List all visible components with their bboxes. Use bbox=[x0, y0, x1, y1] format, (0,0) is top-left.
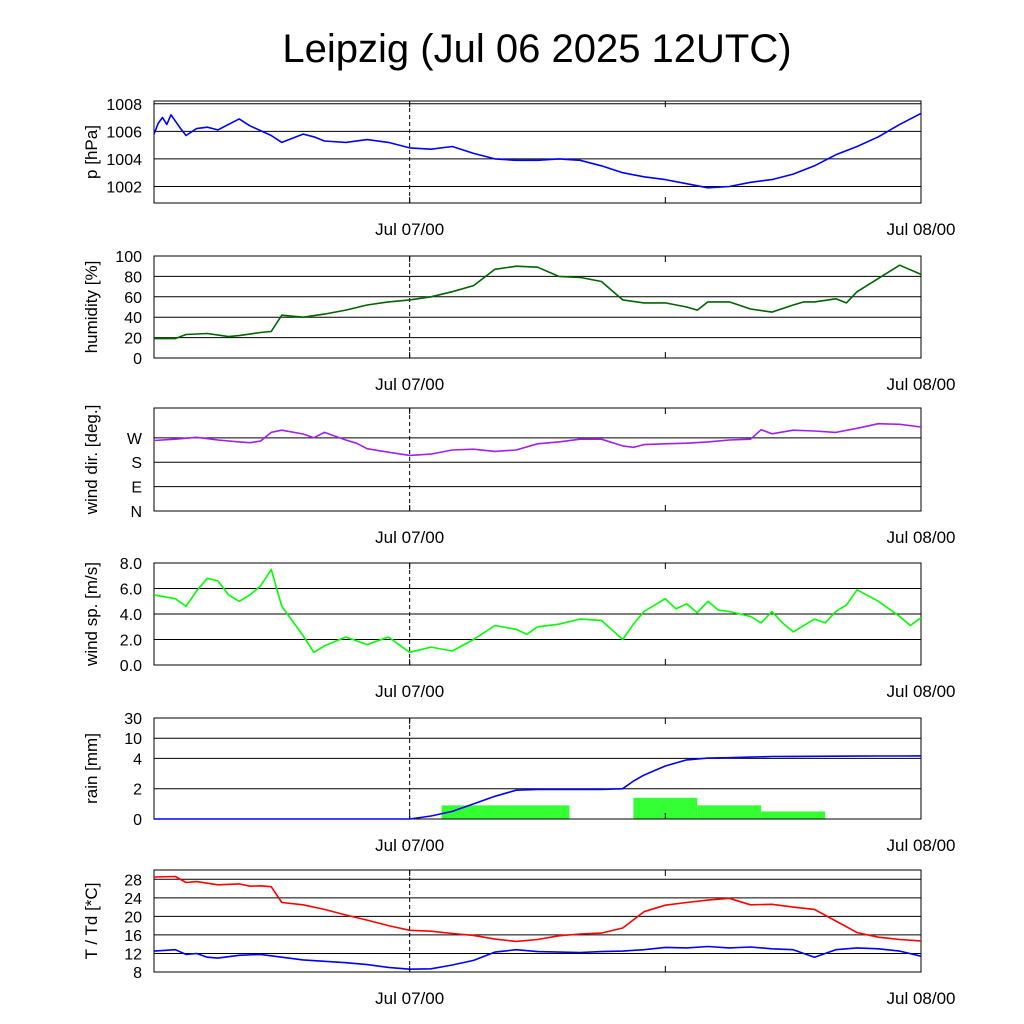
plot-frame bbox=[153, 562, 922, 666]
series-line-dewpoint bbox=[153, 945, 922, 971]
rain-bar bbox=[697, 805, 762, 819]
x-tick-label: Jul 07/00 bbox=[375, 375, 444, 394]
x-tick-label: Jul 07/00 bbox=[375, 989, 444, 1008]
series-line-rain_accum bbox=[154, 755, 922, 820]
x-tick-label: Jul 08/00 bbox=[887, 528, 956, 547]
x-tick-label: Jul 08/00 bbox=[887, 682, 956, 701]
y-tick-label: W bbox=[127, 431, 143, 448]
x-tick-label: Jul 08/00 bbox=[887, 375, 956, 394]
y-tick-label: 0.0 bbox=[120, 658, 142, 675]
y-tick-label: 1002 bbox=[106, 179, 142, 196]
y-tick-label: 80 bbox=[124, 269, 142, 286]
y-tick-label: 30 bbox=[124, 711, 142, 728]
y-tick-label: 4.0 bbox=[120, 607, 142, 624]
rain-bar bbox=[633, 797, 698, 819]
y-tick-label: 20 bbox=[124, 909, 142, 926]
y-tick-label: 100 bbox=[115, 249, 142, 266]
y-tick-label: 10 bbox=[124, 731, 142, 748]
y-tick-label: N bbox=[130, 504, 142, 521]
x-tick-label: Jul 07/00 bbox=[375, 682, 444, 701]
y-tick-label: 0 bbox=[133, 812, 142, 829]
y-tick-label: 20 bbox=[124, 331, 142, 348]
series-line-wind_dir bbox=[153, 422, 922, 457]
y-tick-label: S bbox=[131, 455, 142, 472]
x-tick-label: Jul 07/00 bbox=[375, 528, 444, 547]
y-tick-label: 28 bbox=[124, 872, 142, 889]
y-axis-label: wind dir. [deg.] bbox=[82, 405, 101, 516]
panel-rain: 0 2 4 10 30 Jul 07/00 Jul 08/00 rain [mm] bbox=[82, 711, 956, 855]
y-axis-label: rain [mm] bbox=[82, 733, 101, 804]
x-tick-label: Jul 07/00 bbox=[375, 836, 444, 855]
y-tick-label: 16 bbox=[124, 928, 142, 945]
x-tick-label: Jul 08/00 bbox=[887, 989, 956, 1008]
x-tick-label: Jul 07/00 bbox=[375, 220, 444, 239]
y-tick-label: 6.0 bbox=[120, 582, 142, 599]
y-tick-label: 1008 bbox=[106, 97, 142, 114]
y-tick-label: 4 bbox=[133, 751, 142, 768]
plot-frame bbox=[153, 407, 922, 512]
plot-frame bbox=[153, 100, 922, 204]
y-tick-label: 12 bbox=[124, 946, 142, 963]
y-tick-label: 24 bbox=[124, 891, 142, 908]
plot-frame bbox=[153, 717, 922, 820]
panel-pressure: 1002 1004 1006 1008 Jul 07/00 Jul 08/00 p [hPa… bbox=[82, 97, 956, 239]
y-tick-label: E bbox=[131, 480, 142, 497]
plot-frame bbox=[153, 869, 922, 973]
y-axis-label: wind sp. [m/s] bbox=[82, 562, 101, 667]
chart-title: Leipzig (Jul 06 2025 12UTC) bbox=[282, 27, 791, 71]
series-line-temperature bbox=[153, 875, 922, 943]
y-axis-label: humidity [%] bbox=[82, 261, 101, 354]
rain-bar bbox=[505, 805, 570, 819]
panel-humidity: 0 20 40 60 80 100 Jul 07/00 Jul 08/00 humidity [… bbox=[82, 249, 956, 394]
series-line-pressure bbox=[153, 112, 922, 189]
panel-wind-speed: 0.0 2.0 4.0 6.0 8.0 Jul 07/00 Jul 08/00 wind sp… bbox=[82, 556, 956, 701]
y-tick-label: 2 bbox=[133, 782, 142, 799]
y-tick-label: 60 bbox=[124, 290, 142, 307]
y-axis-label: T / Td [*C] bbox=[82, 883, 101, 960]
plot-frame bbox=[153, 255, 922, 359]
series-line-wind_speed bbox=[153, 568, 922, 654]
y-tick-label: 2.0 bbox=[120, 633, 142, 650]
y-axis-label: p [hPa] bbox=[82, 125, 101, 179]
x-tick-label: Jul 08/00 bbox=[887, 836, 956, 855]
y-tick-label: 0 bbox=[133, 351, 142, 368]
series-line-humidity bbox=[154, 264, 922, 340]
rain-bar bbox=[761, 811, 826, 819]
x-tick-label: Jul 08/00 bbox=[887, 220, 956, 239]
y-tick-label: 1006 bbox=[106, 124, 142, 141]
y-tick-label: 8.0 bbox=[120, 556, 142, 573]
y-tick-label: 8 bbox=[133, 965, 142, 982]
y-tick-label: 1004 bbox=[106, 152, 142, 169]
y-tick-label: 40 bbox=[124, 310, 142, 327]
